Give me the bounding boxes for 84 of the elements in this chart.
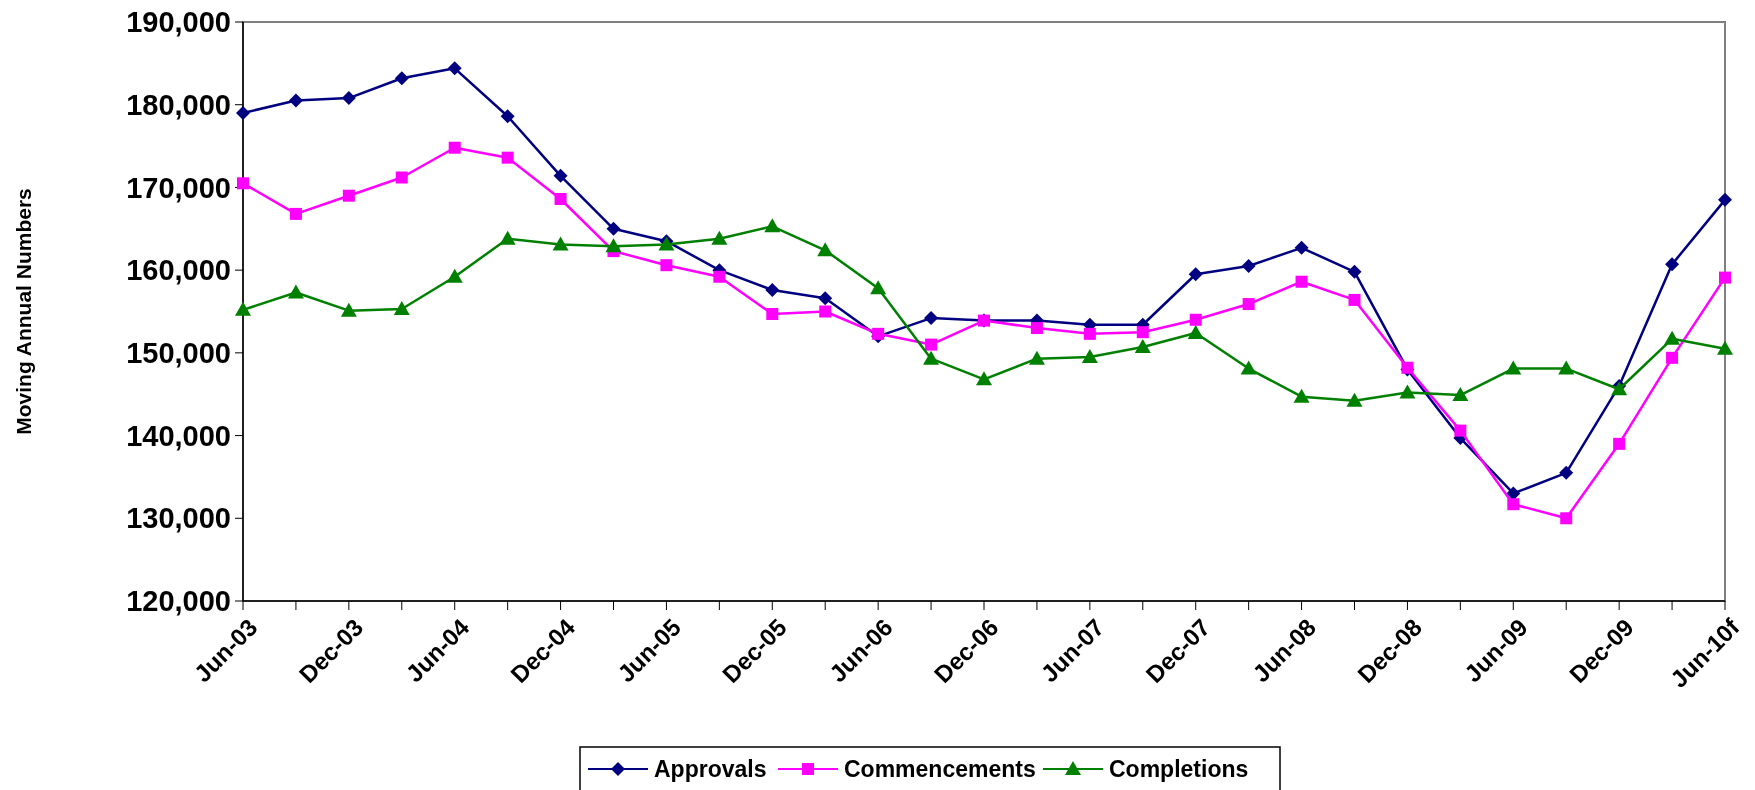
legend-label: Commencements xyxy=(844,756,1036,783)
point xyxy=(447,61,462,76)
point xyxy=(925,338,938,351)
point xyxy=(1081,348,1098,363)
point xyxy=(235,301,251,316)
point xyxy=(1613,437,1626,450)
point xyxy=(1189,313,1202,326)
point xyxy=(446,268,463,283)
point xyxy=(713,270,726,283)
point xyxy=(923,350,940,365)
point xyxy=(1083,327,1096,340)
point xyxy=(711,230,728,245)
point xyxy=(1241,259,1256,274)
point xyxy=(553,168,568,183)
y-tick-label: 140,000 xyxy=(126,419,231,452)
point xyxy=(1558,360,1575,375)
point xyxy=(1240,360,1257,375)
point xyxy=(1294,240,1309,255)
y-tick-label: 180,000 xyxy=(126,88,231,121)
point xyxy=(500,109,515,124)
point xyxy=(1399,384,1416,399)
point xyxy=(766,307,779,320)
legend-label: Completions xyxy=(1109,756,1249,783)
point xyxy=(288,93,303,108)
y-tick-label: 160,000 xyxy=(126,254,231,287)
point xyxy=(499,230,516,245)
point xyxy=(237,177,249,190)
point xyxy=(1666,351,1679,364)
point xyxy=(289,207,302,220)
point xyxy=(236,105,250,120)
point xyxy=(1028,350,1045,365)
point xyxy=(1560,512,1573,525)
point xyxy=(554,193,567,206)
y-tick-label: 170,000 xyxy=(126,171,231,204)
point xyxy=(1559,465,1574,480)
y-tick-label: 120,000 xyxy=(126,585,231,618)
point xyxy=(765,282,780,297)
point xyxy=(818,291,833,306)
point xyxy=(1507,498,1520,511)
point xyxy=(606,221,621,236)
point xyxy=(1242,298,1255,311)
point xyxy=(1719,271,1731,284)
y-tick-label: 130,000 xyxy=(126,502,231,535)
point xyxy=(1293,388,1310,403)
point xyxy=(817,242,834,257)
point xyxy=(1454,424,1467,437)
point xyxy=(764,218,781,233)
point xyxy=(342,189,355,202)
point xyxy=(1348,293,1361,306)
point xyxy=(1187,325,1204,340)
point xyxy=(870,280,887,295)
point xyxy=(1295,275,1308,288)
point xyxy=(1030,322,1043,335)
point xyxy=(1664,330,1681,345)
y-tick-label: 150,000 xyxy=(126,337,231,370)
point xyxy=(924,311,939,326)
point xyxy=(340,302,357,317)
point xyxy=(1505,360,1522,375)
point xyxy=(448,141,461,154)
point xyxy=(341,91,356,106)
point xyxy=(552,236,569,251)
point xyxy=(1452,387,1469,402)
point xyxy=(1717,340,1733,355)
point xyxy=(1346,392,1363,407)
point xyxy=(395,171,408,184)
point xyxy=(1136,326,1149,339)
point xyxy=(1134,339,1151,354)
point xyxy=(394,71,409,86)
point xyxy=(819,305,832,318)
point xyxy=(872,327,885,340)
point xyxy=(976,371,992,386)
point xyxy=(1188,267,1203,282)
point xyxy=(287,284,304,299)
legend-label: Approvals xyxy=(654,756,767,783)
y-axis-title: Moving Annual Numbers xyxy=(12,188,36,435)
point xyxy=(660,259,673,272)
point xyxy=(393,301,410,316)
point xyxy=(1347,264,1362,279)
y-tick-label: 190,000 xyxy=(126,6,231,39)
point xyxy=(1506,486,1521,501)
point xyxy=(1665,257,1680,272)
point xyxy=(501,151,514,164)
point xyxy=(1718,192,1732,207)
point xyxy=(605,238,622,253)
